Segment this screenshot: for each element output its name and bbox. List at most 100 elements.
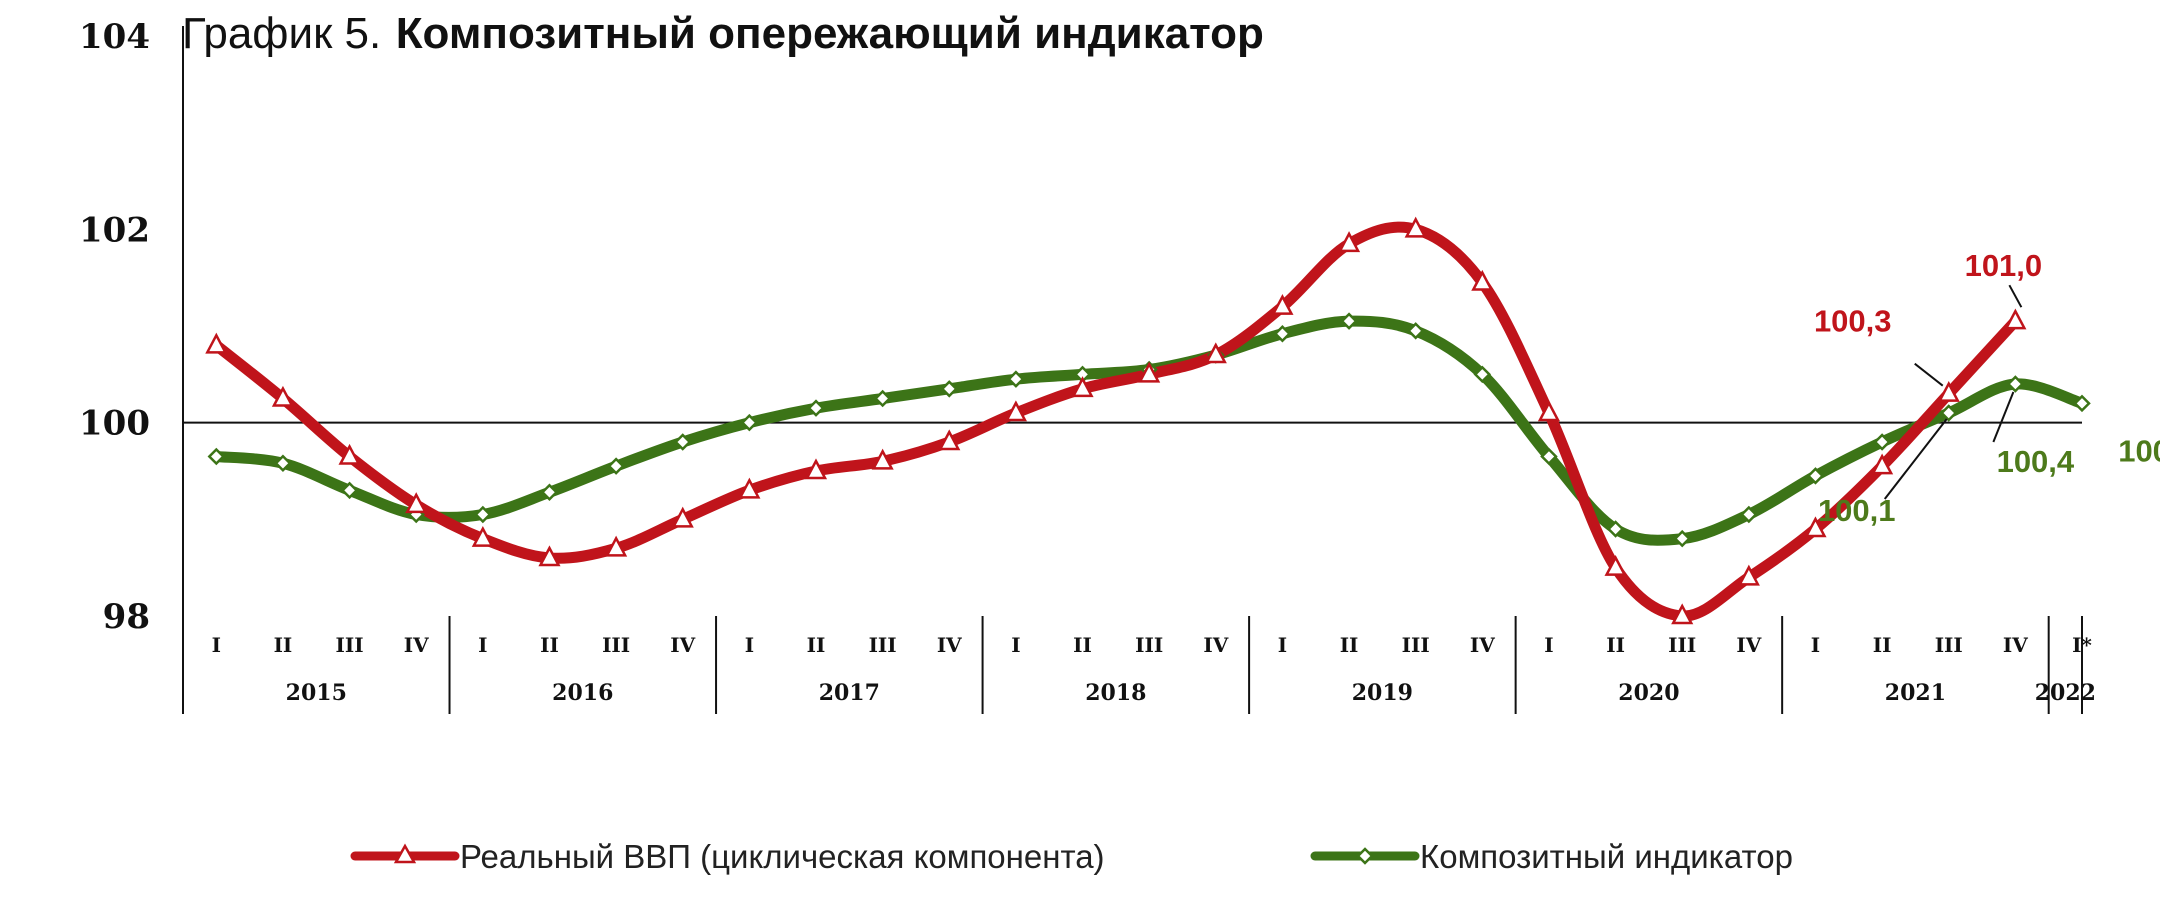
point-composite [1806, 467, 1825, 485]
x-tick-label: II [540, 633, 559, 657]
year-label: 2021 [1885, 680, 1946, 706]
point-composite [207, 447, 226, 466]
x-tick-label: III [1668, 633, 1696, 657]
year-label: 2022 [2035, 680, 2096, 706]
point-gdp [1604, 554, 1627, 576]
point-gdp [1871, 453, 1894, 475]
point-gdp [605, 535, 628, 557]
data-label: 100,2 [2118, 433, 2160, 468]
series-line-composite [210, 315, 2088, 546]
point-composite [940, 380, 959, 398]
year-label: 2019 [1352, 680, 1413, 706]
point-gdp [738, 477, 761, 499]
point-gdp [1471, 269, 1494, 291]
point-gdp [471, 525, 494, 547]
annotation-leader [2008, 284, 2023, 308]
point-gdp [1071, 376, 1094, 398]
year-label: 2017 [819, 680, 880, 706]
point-composite [1606, 520, 1625, 538]
point-gdp [1671, 603, 1694, 625]
legend: Реальный ВВП (циклическая компонента) Ко… [350, 838, 1793, 875]
point-composite [873, 389, 892, 408]
x-tick-label: IV [937, 633, 962, 657]
point-gdp [1404, 216, 1427, 238]
x-tick-label: IV [670, 633, 695, 657]
y-tick-label: 98 [103, 597, 150, 637]
x-tick-label: III [1935, 633, 1963, 657]
point-composite [340, 481, 359, 500]
chart-title: График 5. Композитный опережающий индика… [182, 9, 1264, 58]
point-composite [274, 454, 292, 473]
x-tick-label: II [807, 633, 826, 657]
point-gdp [671, 506, 694, 528]
x-tick-label: I [1278, 633, 1287, 657]
legend-label-gdp: Реальный ВВП (циклическая компонента) [460, 838, 1105, 875]
legend-item-gdp: Реальный ВВП (циклическая компонента) [350, 838, 1105, 875]
point-composite [1340, 312, 1358, 330]
point-gdp [1004, 400, 1027, 422]
year-label: 2016 [552, 680, 613, 706]
point-composite [1740, 505, 1758, 524]
point-gdp [405, 492, 428, 514]
point-composite [1273, 324, 1292, 343]
series-layer [205, 216, 2091, 625]
annotation-leader [1992, 391, 2015, 443]
x-tick-label: III [336, 633, 364, 657]
legend-marker-composite [1356, 847, 1374, 865]
x-tick-label: III [1135, 633, 1163, 657]
point-gdp [938, 429, 961, 451]
x-tick-label: I [1011, 633, 1020, 657]
x-tick-label: IV [1736, 633, 1761, 657]
point-gdp [538, 545, 561, 567]
svg-text:График 5. Композитный: График 5. Композитный опережающий индика… [182, 9, 1264, 58]
point-composite [1007, 370, 1025, 388]
point-composite [540, 483, 559, 502]
x-tick-label: II [1073, 633, 1092, 657]
x-tick-label: I [212, 633, 221, 657]
data-label: 100,3 [1814, 304, 1892, 339]
point-composite [1540, 447, 1558, 466]
y-tick-label: 100 [79, 404, 150, 444]
x-tick-label: III [869, 633, 897, 657]
point-composite [673, 433, 692, 451]
x-tick-label: III [1402, 633, 1430, 657]
x-tick-label: I [745, 633, 754, 657]
x-tick-label: I [1544, 633, 1553, 657]
x-tick-label: I [478, 633, 487, 657]
x-tick-label: II [274, 633, 293, 657]
point-composite [2006, 375, 2025, 393]
point-gdp [1804, 516, 1827, 538]
point-composite [607, 457, 625, 475]
point-gdp [271, 385, 295, 407]
point-composite [1406, 322, 1425, 340]
y-tick-label: 102 [79, 210, 150, 250]
point-gdp [2004, 308, 2027, 330]
legend-item-composite: Композитный индикатор [1310, 838, 1793, 875]
point-gdp [804, 458, 828, 480]
data-label: 100,1 [1818, 493, 1896, 528]
annotation-leader [1914, 362, 1944, 387]
point-gdp [1204, 342, 1227, 364]
series-line-gdp [210, 221, 2021, 622]
x-tick-label: III [602, 633, 630, 657]
x-tick-label: II [1873, 633, 1892, 657]
chart-title-main: Композитный опережающий индикатор [396, 9, 1264, 58]
point-gdp [1138, 361, 1161, 383]
point-gdp [1537, 400, 1561, 422]
x-tick-label: IV [1203, 633, 1228, 657]
point-composite [1473, 365, 1492, 384]
year-label: 2020 [1618, 680, 1679, 706]
year-label: 2015 [286, 680, 347, 706]
point-gdp [871, 448, 894, 470]
annotation-leader [1883, 418, 1948, 500]
year-label: 2018 [1085, 680, 1146, 706]
point-composite [1873, 433, 1891, 451]
x-tick-label: I [1811, 633, 1820, 657]
point-composite [1673, 529, 1691, 548]
point-gdp [1337, 231, 1361, 253]
point-gdp [338, 443, 361, 465]
legend-label-composite: Композитный индикатор [1420, 838, 1793, 875]
